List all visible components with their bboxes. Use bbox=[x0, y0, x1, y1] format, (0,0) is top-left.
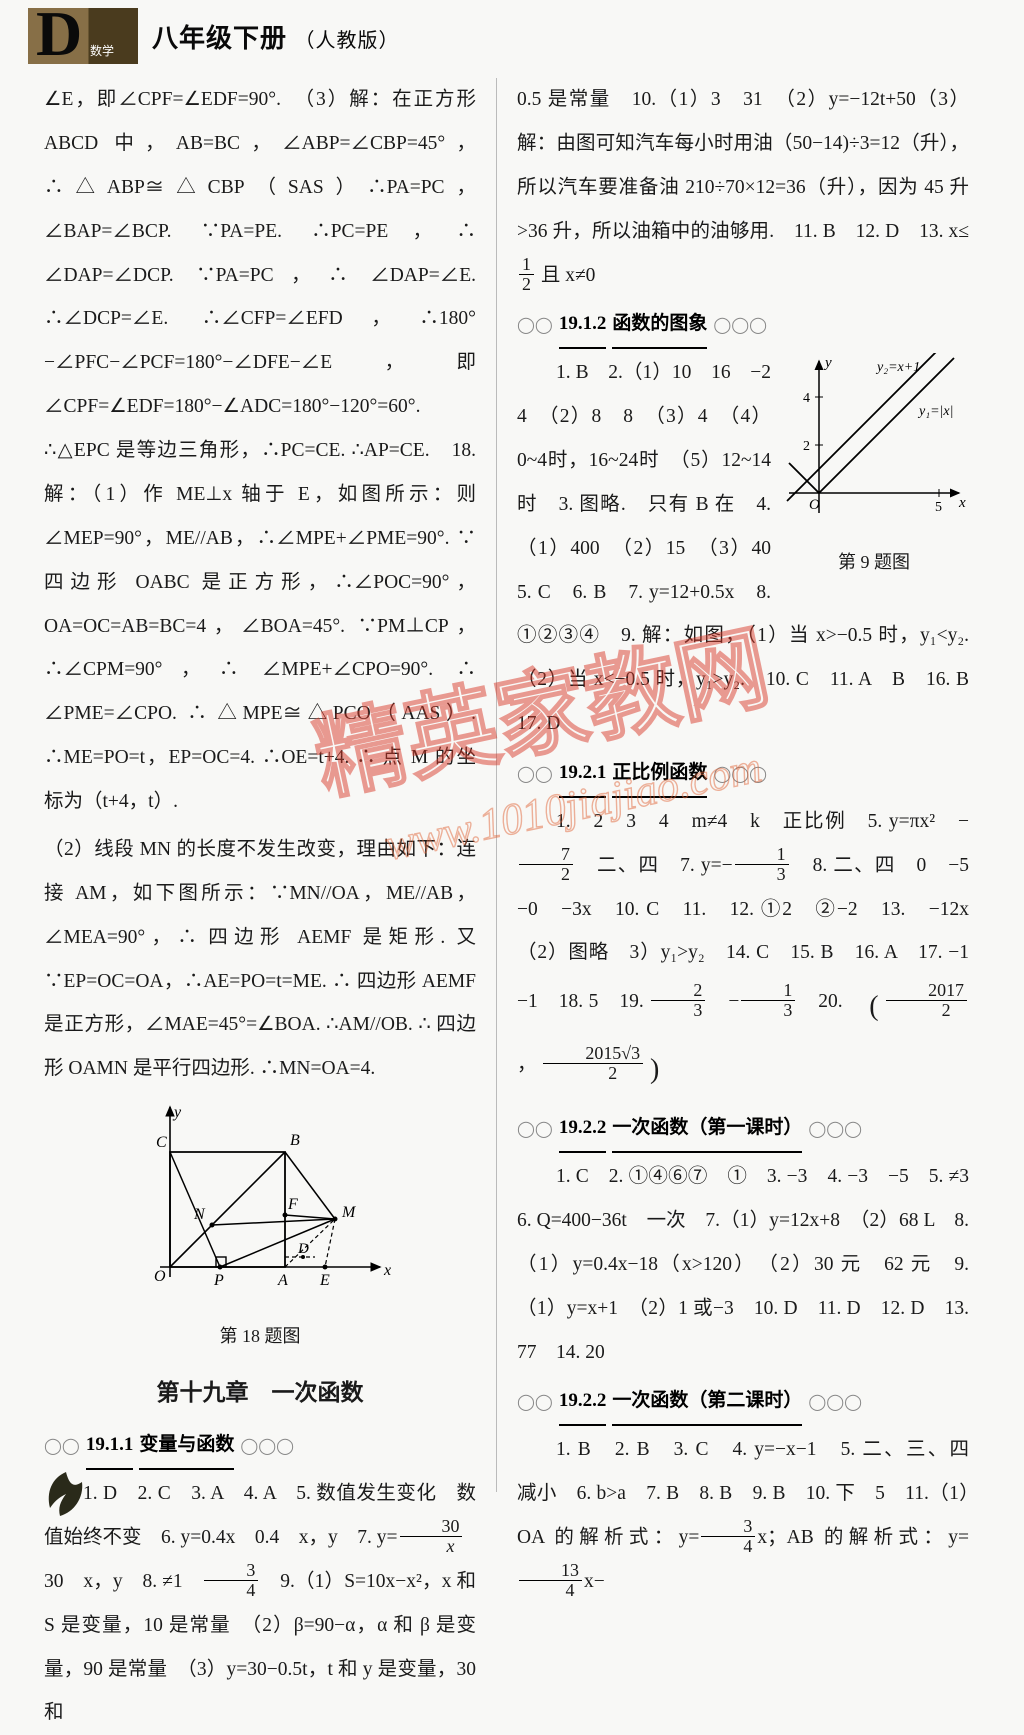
capsule-left-icon: ◯◯ bbox=[44, 1429, 80, 1465]
figure-9-caption: 第 9 题图 bbox=[779, 542, 969, 583]
capsule-right-icon: ◯◯◯ bbox=[240, 1429, 294, 1465]
right-para-3: 1. 2 3 4 m≠4 k 正比例 5. y=πx² −72 二、四 7. y… bbox=[517, 800, 969, 1102]
section-1912-num: 19.1.2 bbox=[559, 303, 607, 349]
svg-text:y₂=x+1: y₂=x+1 bbox=[875, 360, 920, 375]
section-19221-bar: ◯◯ 19.2.2 一次函数（第一课时） ◯◯◯ bbox=[517, 1107, 969, 1153]
svg-text:C: C bbox=[156, 1134, 167, 1151]
content-columns: ∠E，即∠CPF=∠EDF=90°. （3）解：在正方形 ABCD 中，AB=B… bbox=[0, 72, 1024, 1492]
svg-text:y: y bbox=[823, 355, 832, 371]
section-19221-name: 一次函数（第一课时） bbox=[612, 1107, 802, 1153]
capsule-right-icon: ◯◯◯ bbox=[808, 1112, 862, 1148]
right-para-1: 0.5 是常量 10.（1）3 31 （2）y=−12t+50（3）解：由图可知… bbox=[517, 89, 969, 242]
logo-letter: D bbox=[36, 2, 82, 66]
svg-text:D: D bbox=[297, 1241, 309, 1257]
svg-text:5: 5 bbox=[935, 500, 942, 515]
right-para-4: 1. C 2. ①④⑥⑦ ① 3. −3 4. −3 −5 5. ≠3 6. Q… bbox=[517, 1155, 969, 1374]
figure-18-caption: 第 18 题图 bbox=[120, 1316, 400, 1357]
svg-text:O: O bbox=[154, 1268, 166, 1285]
left-para-1: ∠E，即∠CPF=∠EDF=90°. （3）解：在正方形 ABCD 中，AB=B… bbox=[44, 89, 476, 812]
left-column: ∠E，即∠CPF=∠EDF=90°. （3）解：在正方形 ABCD 中，AB=B… bbox=[44, 78, 494, 1492]
svg-text:4: 4 bbox=[803, 391, 810, 406]
header-title-main: 八年级下册 bbox=[152, 24, 287, 53]
left-para-2: （2）线段 MN 的长度不发生改变，理由如下：连接 AM，如下图所示：∵MN//… bbox=[44, 839, 476, 1079]
svg-text:2: 2 bbox=[803, 439, 810, 454]
right-para-5: 1. B 2. B 3. C 4. y=−x−1 5. 二、三、四 减小 6. … bbox=[517, 1428, 969, 1604]
capsule-left-icon: ◯◯ bbox=[517, 757, 553, 793]
svg-text:x: x bbox=[958, 495, 966, 511]
section-19222-bar: ◯◯ 19.2.2 一次函数（第二课时） ◯◯◯ bbox=[517, 1380, 969, 1426]
svg-text:B: B bbox=[290, 1132, 300, 1149]
capsule-left-icon: ◯◯ bbox=[517, 1112, 553, 1148]
svg-text:O: O bbox=[809, 497, 820, 513]
page-header: D 数学 八年级下册 （人教版） bbox=[0, 0, 1024, 72]
svg-text:N: N bbox=[193, 1206, 206, 1223]
svg-text:y: y bbox=[172, 1104, 182, 1121]
section-1921-bar: ◯◯ 19.2.1 正比例函数 ◯◯◯ bbox=[517, 752, 969, 798]
header-title: 八年级下册 （人教版） bbox=[152, 18, 400, 55]
leaf-icon bbox=[40, 1468, 92, 1520]
section-1912-name: 函数的图象 bbox=[612, 303, 707, 349]
svg-text:M: M bbox=[341, 1204, 357, 1221]
logo-block: D 数学 bbox=[28, 8, 138, 64]
section-19221-num: 19.2.2 bbox=[559, 1107, 607, 1153]
capsule-left-icon: ◯◯ bbox=[517, 1385, 553, 1421]
section-1921-num: 19.2.1 bbox=[559, 752, 607, 798]
figure-18: y x O C B N F M P A D E 第 18 题图 bbox=[120, 1097, 400, 1356]
figure-9: 2 4 5 O y x y₂=x+1 y₁=|x| 第 9 题图 bbox=[779, 353, 969, 582]
section-19222-name: 一次函数（第二课时） bbox=[612, 1380, 802, 1426]
right-column: 0.5 是常量 10.（1）3 31 （2）y=−12t+50（3）解：由图可知… bbox=[499, 78, 969, 1492]
header-title-sub: （人教版） bbox=[295, 30, 400, 52]
section-19222-num: 19.2.2 bbox=[559, 1380, 607, 1426]
section-1911-num: 19.1.1 bbox=[86, 1424, 134, 1470]
capsule-right-icon: ◯◯◯ bbox=[713, 757, 767, 793]
logo-subject: 数学 bbox=[90, 42, 114, 59]
section-1911-bar: ◯◯ 19.1.1 变量与函数 ◯◯◯ bbox=[44, 1424, 476, 1470]
svg-text:x: x bbox=[383, 1262, 391, 1279]
svg-text:F: F bbox=[287, 1196, 298, 1213]
section-1921-name: 正比例函数 bbox=[612, 752, 707, 798]
section-1911-name: 变量与函数 bbox=[139, 1424, 234, 1470]
svg-text:P: P bbox=[213, 1272, 224, 1289]
chapter-19-title: 第十九章 一次函数 bbox=[44, 1367, 476, 1419]
capsule-right-icon: ◯◯◯ bbox=[713, 308, 767, 344]
capsule-left-icon: ◯◯ bbox=[517, 308, 553, 344]
column-divider bbox=[496, 78, 497, 1492]
capsule-right-icon: ◯◯◯ bbox=[808, 1385, 862, 1421]
svg-text:y₁=|x|: y₁=|x| bbox=[917, 404, 953, 419]
svg-text:E: E bbox=[319, 1272, 330, 1289]
left-para-3: 1. D 2. C 3. A 4. A 5. 数值发生变化 数值始终不变 6. … bbox=[44, 1472, 476, 1735]
section-1912-bar: ◯◯ 19.1.2 函数的图象 ◯◯◯ bbox=[517, 303, 969, 349]
svg-text:A: A bbox=[277, 1272, 288, 1289]
